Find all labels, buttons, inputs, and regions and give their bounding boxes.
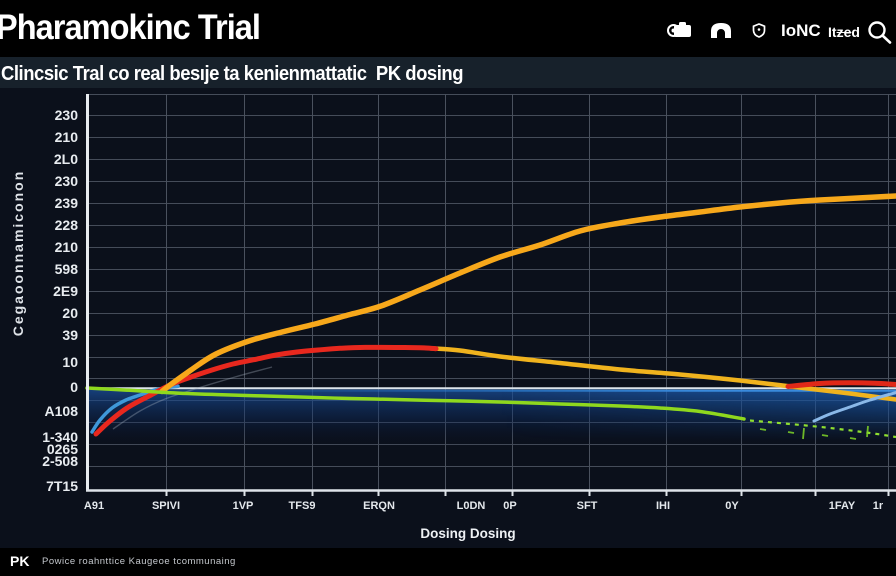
svg-text:230: 230 [55,173,79,189]
svg-text:SFT: SFT [577,500,598,512]
svg-text:0P: 0P [503,500,516,512]
svg-text:ERQN: ERQN [363,500,395,512]
svg-text:IHI: IHI [656,500,670,512]
svg-text:210: 210 [55,129,79,145]
svg-text:TFS9: TFS9 [289,500,316,512]
svg-text:Dosing Dosing: Dosing Dosing [420,526,515,541]
svg-text:2-508: 2-508 [42,453,78,469]
svg-text:1r: 1r [873,500,884,512]
svg-text:598: 598 [55,261,79,277]
svg-text:0Y: 0Y [725,500,739,512]
svg-text:0265: 0265 [47,441,78,457]
svg-text:10: 10 [62,354,78,370]
svg-text:0: 0 [70,379,78,395]
svg-text:210: 210 [55,239,79,255]
svg-text:A91: A91 [84,500,104,512]
svg-text:20: 20 [62,305,78,321]
svg-text:1VP: 1VP [233,500,254,512]
svg-text:A108: A108 [45,403,79,419]
svg-text:L0DN: L0DN [457,500,486,512]
svg-text:2E9: 2E9 [53,283,78,299]
svg-text:2L0: 2L0 [54,151,78,167]
svg-text:1FAY: 1FAY [829,500,856,512]
svg-text:39: 39 [62,327,78,343]
svg-text:230: 230 [55,107,79,123]
svg-text:SPIVI: SPIVI [152,500,180,512]
svg-text:1-340: 1-340 [42,429,78,445]
svg-text:7T15: 7T15 [46,478,78,494]
svg-text:228: 228 [55,217,79,233]
svg-text:Cegaoonnamiconon: Cegaoonnamiconon [10,170,26,337]
svg-text:239: 239 [55,195,79,211]
